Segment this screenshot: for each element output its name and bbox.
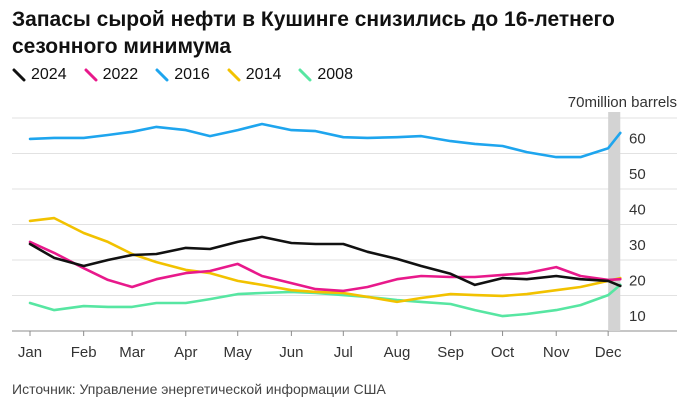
y-axis: 70million barrels 60 50 40 30 20 10 xyxy=(568,94,677,325)
legend-swatch-line xyxy=(298,68,312,82)
series-line-2014 xyxy=(28,216,622,304)
legend-label: 2014 xyxy=(245,66,282,83)
legend-item-2016: 2016 xyxy=(155,66,210,84)
source-note: Источник: Управление энергетической инфо… xyxy=(12,381,386,397)
y-tick-label: 70 xyxy=(568,94,585,111)
legend-label: 2022 xyxy=(102,66,139,83)
y-axis-unit: million barrels xyxy=(584,94,677,111)
y-tick-label: 20 xyxy=(629,273,646,290)
chart-title: Запасы сырой нефти в Кушинге снизились д… xyxy=(12,8,615,58)
x-tick-label: Jul xyxy=(334,344,353,361)
legend-swatch xyxy=(12,68,26,82)
legend-item-2008: 2008 xyxy=(298,66,353,84)
gridlines xyxy=(12,117,677,332)
x-tick-label: Nov xyxy=(543,344,570,361)
y-axis-top-label: 70million barrels xyxy=(568,94,677,111)
x-tick-label: Feb xyxy=(71,344,97,361)
x-tick-label: Sep xyxy=(437,344,464,361)
x-tick-label: Dec xyxy=(595,344,622,361)
x-tick-label: Apr xyxy=(174,344,197,361)
legend-swatch-line xyxy=(84,68,98,82)
legend-label: 2024 xyxy=(31,66,67,83)
legend: 2024 2022 2016 2014 2008 xyxy=(12,66,353,84)
highlight-band xyxy=(608,112,621,331)
legend-swatch-line xyxy=(155,68,169,82)
x-tick-label: Oct xyxy=(491,344,515,361)
legend-swatch xyxy=(298,68,312,82)
legend-swatch-line xyxy=(227,68,241,82)
legend-swatch-line xyxy=(12,68,26,82)
y-tick-label: 60 xyxy=(629,131,646,148)
x-tick-label: Jan xyxy=(18,344,42,361)
x-axis: Jan Feb Mar Apr May Jun Jul Aug Sep Oct Nov Dec xyxy=(18,331,622,361)
y-tick-label: 50 xyxy=(629,166,646,183)
y-tick-label: 30 xyxy=(629,237,646,254)
legend-swatch xyxy=(227,68,241,82)
x-tick-label: Aug xyxy=(384,344,411,361)
legend-item-2022: 2022 xyxy=(84,66,139,84)
x-tick-label: May xyxy=(224,344,253,361)
legend-swatch xyxy=(84,68,98,82)
y-tick-label: 40 xyxy=(629,202,646,219)
legend-item-2014: 2014 xyxy=(227,66,282,84)
legend-label: 2008 xyxy=(317,66,353,83)
series-lines xyxy=(28,122,622,318)
series-line-2022 xyxy=(28,240,622,293)
series-line-2016 xyxy=(28,122,622,159)
legend-swatch xyxy=(155,68,169,82)
legend-item-2024: 2024 xyxy=(12,66,67,84)
legend-label: 2016 xyxy=(174,66,210,83)
x-tick-label: Mar xyxy=(119,344,145,361)
series-line-2008 xyxy=(28,283,622,318)
x-tick-label: Jun xyxy=(279,344,303,361)
y-tick-label: 10 xyxy=(629,308,646,325)
series-line-2024 xyxy=(28,235,622,288)
